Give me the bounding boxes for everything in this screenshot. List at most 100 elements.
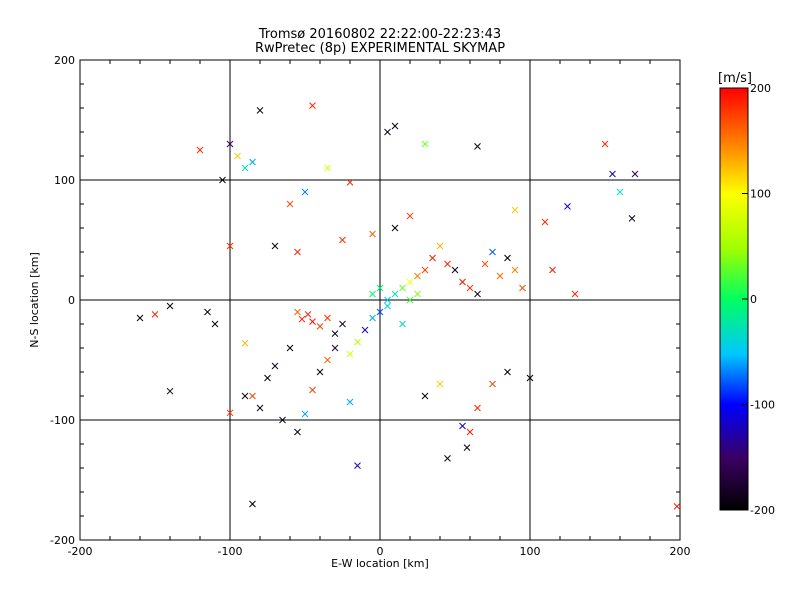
data-point-x [361,326,369,334]
data-point-x [226,409,234,417]
data-point-x-stroke [414,290,421,298]
data-point-x-stroke [511,206,519,214]
data-point-x-stroke [384,128,391,136]
data-point-x-stroke [451,266,459,274]
data-point-x [346,398,354,406]
data-point-x-stroke [399,320,406,328]
data-point-x-stroke [406,296,414,304]
data-point-x-stroke [256,107,264,114]
data-point-x [391,122,399,130]
data-point-x [459,278,466,286]
data-point-x [346,179,354,186]
data-point-x [316,323,324,330]
data-point-x [436,380,444,388]
data-point-x [324,164,331,172]
data-point-x-stroke [271,242,279,250]
data-point-x-stroke [511,266,519,274]
data-point-x-stroke [526,374,534,382]
data-point-x-stroke [399,284,406,292]
data-points [136,102,680,510]
data-point-x-stroke [316,323,324,330]
data-point-x-stroke [481,260,489,268]
data-point-x-stroke [271,362,279,370]
data-point-x-stroke [616,188,624,196]
data-point-x-stroke [489,248,496,256]
data-point-x-stroke [346,350,354,358]
data-point-x [369,314,376,322]
data-point-x-stroke [496,272,504,280]
data-point-x-stroke [429,254,436,262]
data-point-x-stroke [369,314,376,322]
data-point-x [564,203,571,210]
data-point-x [331,330,339,337]
data-point-x [406,212,414,220]
colorbar-label: [m/s] [718,71,752,86]
data-point-x [324,356,331,364]
data-point-x [271,362,279,370]
data-point-x-stroke [249,392,256,400]
y-tick-labels: -200 -100 0 100 200 [50,54,75,547]
data-point-x-stroke [316,368,324,376]
data-point-x-stroke [391,290,399,298]
data-point-x [406,296,414,304]
data-point-x-stroke [241,164,249,172]
data-point-x [406,278,414,286]
data-point-x [481,260,489,268]
data-point-x [264,374,271,382]
data-point-x-stroke [504,254,511,262]
data-point-x [369,230,376,238]
colorbar-tick-label: -200 [750,504,775,517]
data-point-x [331,344,339,352]
data-point-x [376,284,384,292]
data-point-x-stroke [294,428,301,436]
data-point-x-stroke [304,311,312,318]
data-point-x-stroke [376,308,384,316]
data-point-x-stroke [301,410,309,418]
data-point-x [474,143,481,150]
data-point-x-stroke [436,380,444,388]
data-point-x [421,266,429,274]
data-point-x-stroke [459,422,466,430]
data-point-x-stroke [369,290,376,298]
data-point-x [166,387,174,395]
x-tick-label: -100 [218,545,243,558]
colorbar-tick-label: 0 [750,293,757,306]
data-point-x [354,338,361,346]
data-point-x [249,500,256,508]
data-point-x [504,368,511,376]
data-point-x-stroke [631,170,639,178]
data-point-x [384,302,391,310]
chart-title: Tromsø 20160802 22:22:00-22:23:43 [258,27,501,42]
data-point-x [391,224,399,232]
chart-subtitle: RwPretec (8p) EXPERIMENTAL SKYMAP [255,41,505,56]
data-point-x-stroke [324,356,331,364]
data-point-x [511,266,519,274]
data-point-x-stroke [151,311,159,318]
data-point-x-stroke [466,428,474,436]
x-tick-labels: -200 -100 0 100 200 [68,545,691,558]
data-point-x-stroke [391,122,399,130]
data-point-x-stroke [196,146,204,154]
data-point-x-stroke [463,444,471,451]
data-point-x-stroke [421,140,429,148]
data-point-x-stroke [519,284,526,292]
data-point-x-stroke [279,416,286,424]
data-point-x-stroke [339,320,346,328]
data-point-x [609,170,616,178]
data-point-x [301,410,309,418]
data-point-x-stroke [264,374,271,382]
data-point-x [429,254,436,262]
data-point-x-stroke [421,392,429,400]
data-point-x [271,242,279,250]
data-point-x [466,284,474,292]
data-point-x [436,242,444,250]
data-point-x [616,188,624,196]
data-point-x [399,320,406,328]
colorbar-tick-label: 200 [750,82,771,95]
data-point-x [294,428,301,436]
data-point-x-stroke [301,188,309,196]
data-point-x-stroke [339,236,346,244]
data-point-x-stroke [354,338,361,346]
data-point-x [241,339,249,347]
data-point-x [421,392,429,400]
